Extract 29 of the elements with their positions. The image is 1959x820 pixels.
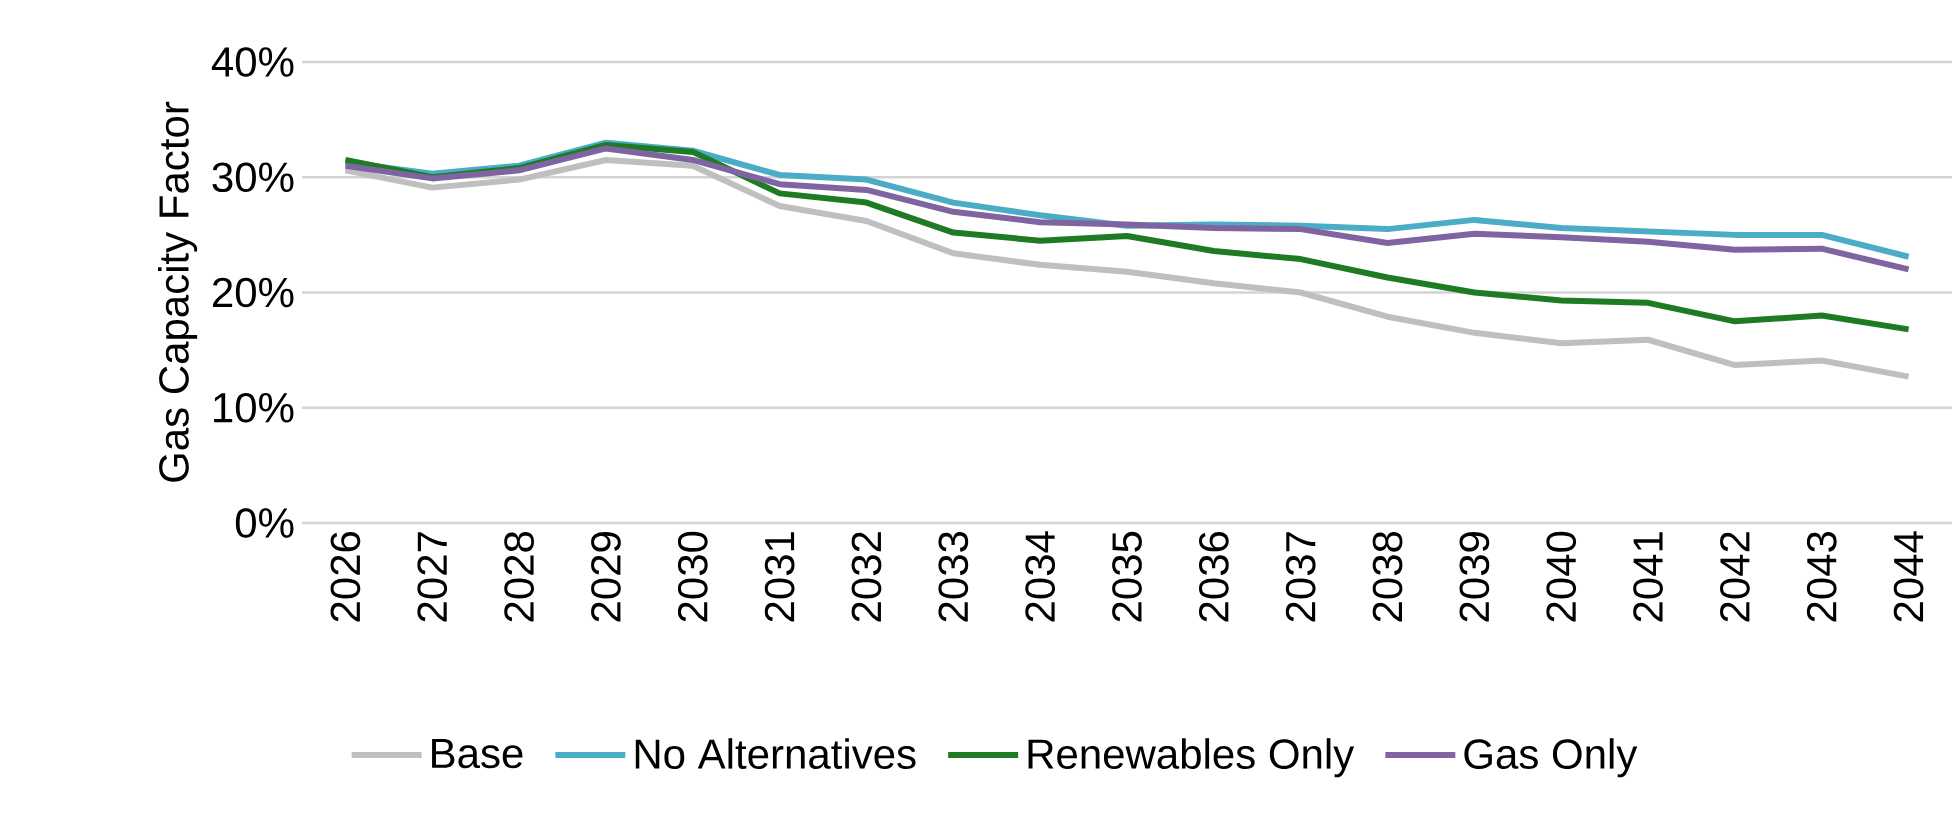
x-tick-label: 2041: [1633, 532, 1663, 622]
x-tick-label: 2027: [417, 532, 448, 622]
x-tick-label: 2029: [591, 532, 621, 622]
y-tick-label: 30%: [212, 162, 294, 193]
x-tick-label: 2036: [1198, 531, 1229, 622]
x-tick-label: 2033: [938, 531, 969, 622]
x-tick-label: 2026: [330, 531, 361, 622]
legend-label: Gas Only: [1464, 738, 1638, 778]
y-tick-label: 10%: [214, 392, 294, 423]
x-tick-label: 2030: [677, 531, 708, 622]
x-tick-label: 2035: [1112, 531, 1142, 622]
legend-label: No Alternatives: [635, 738, 916, 770]
y-axis-title: Gas Capacity Factor: [158, 101, 198, 482]
y-tick-label: 0%: [235, 508, 294, 538]
x-tick-label: 2034: [1025, 531, 1056, 622]
x-tick-label: 2028: [504, 531, 534, 622]
legend-label: Renewables Only: [1028, 738, 1355, 778]
x-tick-label: 2040: [1546, 531, 1577, 622]
x-tick-label: 2044: [1893, 531, 1924, 622]
x-tick-label: 2032: [851, 532, 882, 622]
y-tick-label: 20%: [212, 277, 294, 308]
x-tick-label: 2038: [1372, 531, 1403, 622]
x-tick-label: 2039: [1459, 532, 1490, 622]
x-tick-label: 2031: [764, 532, 795, 622]
y-tick-label: 40%: [211, 47, 294, 77]
legend-label: Base: [432, 738, 523, 769]
x-tick-label: 2043: [1806, 531, 1837, 622]
x-tick-label: 2042: [1720, 532, 1750, 622]
x-tick-label: 2037: [1285, 532, 1316, 622]
